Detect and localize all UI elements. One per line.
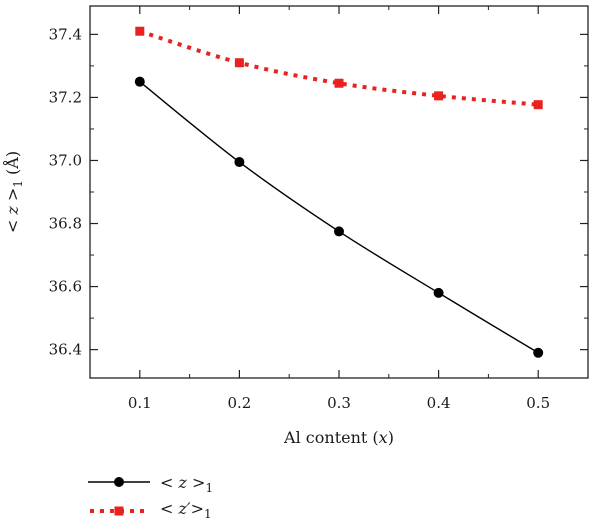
y-tick-label: 37.0 <box>49 151 82 169</box>
y-tick-label: 36.6 <box>49 278 82 296</box>
series-line-zprime <box>139 29 539 107</box>
data-point-z <box>134 76 145 87</box>
data-point-z <box>234 157 245 168</box>
legend-label-zprime-mid: > <box>191 499 204 518</box>
x-axis-title-prefix: Al content ( <box>283 428 379 447</box>
legend-label-z-prefix: < <box>160 473 179 492</box>
y-axis-title-sub: 1 <box>11 180 25 188</box>
plot-area <box>89 5 589 379</box>
legend-label-z-sub: 1 <box>205 481 213 495</box>
data-point-zprime <box>334 78 344 88</box>
x-axis-title: Al content (x) <box>283 428 394 447</box>
data-point-z <box>334 226 344 237</box>
x-tick-label: 0.4 <box>427 394 451 412</box>
data-point-zprime <box>135 26 145 36</box>
x-tick-label: 0.2 <box>227 394 251 412</box>
y-tick-label: 36.4 <box>49 341 82 359</box>
legend-marker-z <box>114 477 124 487</box>
y-tick-label: 36.8 <box>49 215 82 233</box>
plot-frame <box>89 5 589 379</box>
legend-label-zprime-var: z′ <box>178 499 191 518</box>
legend-label-zprime-prefix: < <box>160 499 179 518</box>
legend-marker-zprime <box>114 506 124 516</box>
legend-label-zprime: < z′>1 <box>160 499 212 520</box>
y-tick-label: 37.2 <box>49 88 82 106</box>
y-axis-title-mid: > <box>3 188 22 207</box>
y-axis-title-prefix: < <box>3 215 22 234</box>
data-point-z <box>433 287 444 298</box>
data-point-zprime <box>234 58 244 68</box>
legend-label-z-var: z <box>178 473 188 492</box>
y-axis-title-var: z <box>3 206 22 216</box>
x-tick-label: 0.3 <box>327 394 351 412</box>
legend: < z >1 < z′>1 <box>88 473 213 520</box>
axis-ticks: 0.1 0.2 0.3 0.4 0.5 36.4 36.6 36.8 37.0 37.2 37.4 <box>49 6 589 412</box>
legend-label-z: < z >1 <box>160 473 213 495</box>
legend-item-zprime: < z′>1 <box>90 499 212 520</box>
x-axis-title-suffix: ) <box>388 428 394 447</box>
x-tick-label: 0.5 <box>526 394 550 412</box>
y-tick-label: 37.4 <box>49 25 82 43</box>
series-layer <box>134 26 544 358</box>
data-point-z <box>533 347 544 358</box>
x-axis-title-var: x <box>379 428 388 447</box>
data-point-zprime <box>434 91 444 101</box>
series-line-z <box>139 81 539 354</box>
legend-label-zprime-sub: 1 <box>204 507 212 520</box>
legend-item-z: < z >1 <box>88 473 213 495</box>
y-axis-title: < z >1 (Å) <box>2 151 25 233</box>
data-point-zprime <box>533 100 543 110</box>
legend-label-z-mid: > <box>187 473 206 492</box>
y-axis-title-unit: (Å) <box>2 151 22 180</box>
x-tick-label: 0.1 <box>128 394 152 412</box>
